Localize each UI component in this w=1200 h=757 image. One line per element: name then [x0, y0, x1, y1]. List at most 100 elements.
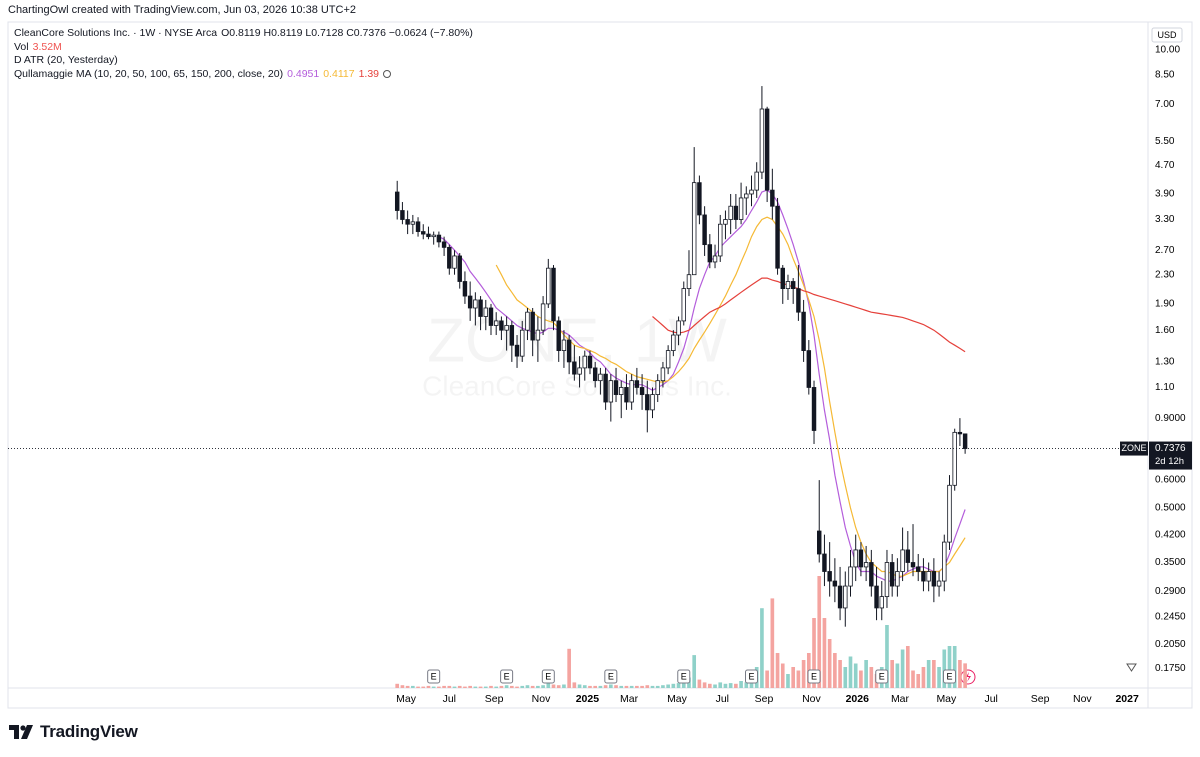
flash-bolt: [966, 672, 971, 682]
volume-bar: [895, 663, 900, 688]
volume-bar: [447, 685, 452, 688]
ma-value: 0.4117: [323, 67, 355, 80]
ma-value: 1.39: [358, 67, 379, 80]
volume-bar: [864, 660, 868, 688]
candle-body: [848, 566, 853, 587]
candle-layer: [394, 86, 968, 627]
volume-bar: [588, 685, 592, 688]
candle-body: [587, 355, 593, 369]
volume-bar: [713, 684, 717, 688]
volume-bar: [551, 684, 556, 688]
volume-bar: [905, 646, 910, 688]
earnings-label: E: [946, 671, 952, 681]
volume-bar: [478, 686, 483, 688]
candle-body: [561, 339, 567, 351]
x-tick-label: Jul: [443, 693, 456, 705]
volume-bar: [963, 663, 967, 688]
candle-body: [718, 223, 723, 257]
candle-body: [707, 244, 713, 263]
volume-bar: [900, 649, 905, 688]
scale-toggle-icon: [1126, 663, 1137, 672]
volume-bar: [812, 618, 816, 688]
volume-bar: [483, 686, 488, 688]
earnings-label: E: [608, 671, 614, 681]
currency-box: [1151, 27, 1183, 43]
candle-body: [655, 380, 660, 395]
ohlc: O0.8119 H0.8119 L0.7128 C0.7376 −0.0624 …: [221, 27, 473, 39]
candle-body: [790, 281, 796, 290]
volume-bar: [572, 682, 577, 688]
candle-body: [686, 274, 692, 290]
candle-body: [671, 334, 676, 351]
x-tick-label: Nov: [532, 693, 551, 705]
volume-bar: [692, 655, 697, 688]
volume-bar: [744, 682, 749, 688]
y-tick-label: 0.9000: [1155, 413, 1186, 424]
volume-bar: [723, 683, 728, 688]
y-tick-label: 7.00: [1155, 99, 1175, 110]
candle-body: [811, 387, 817, 431]
volume-bar: [640, 685, 644, 688]
candle-body: [493, 320, 499, 326]
legend-row: Vol 3.52M: [14, 41, 477, 55]
candle-body: [431, 234, 436, 238]
volume-bar: [411, 685, 415, 688]
candle-body: [504, 325, 509, 331]
volume-bar: [671, 683, 676, 688]
candle-body: [744, 193, 749, 199]
chart-frame: [7, 21, 1193, 709]
x-tick-label: Sep: [485, 693, 504, 705]
candle-body: [592, 367, 598, 382]
volume-bar: [911, 670, 915, 688]
candle-body: [962, 433, 968, 449]
candle-body: [660, 367, 666, 382]
volume-bar: [926, 660, 931, 688]
candle-body: [582, 355, 587, 369]
candle-body: [394, 191, 400, 211]
volume-bar: [796, 670, 801, 688]
y-tick-label: 8.50: [1155, 70, 1175, 81]
y-tick-label: 0.3500: [1155, 557, 1186, 568]
candle-body: [947, 484, 952, 543]
volume-layer: [395, 576, 967, 688]
volume-bar: [426, 685, 431, 688]
volume-bar: [645, 685, 650, 688]
volume-bar: [530, 685, 535, 688]
candle-body: [910, 562, 916, 568]
volume-bar: [952, 646, 957, 688]
candle-body: [629, 380, 634, 403]
candle-body: [780, 267, 785, 290]
volume-bar: [702, 682, 707, 688]
candle-body: [436, 234, 442, 243]
last-price-label: 0.7376: [1155, 443, 1186, 454]
candle-body: [514, 344, 520, 357]
x-tick-label: May: [667, 693, 688, 705]
volume-bar: [958, 660, 962, 688]
volume-bar: [718, 682, 723, 688]
candle-body: [952, 431, 957, 486]
y-tick-label: 10.00: [1155, 45, 1180, 56]
y-tick-label: 3.30: [1155, 214, 1175, 225]
header: ChartingOwl created with TradingView.com…: [8, 4, 357, 16]
y-tick-label: 2.70: [1155, 245, 1175, 256]
vol-label: Vol: [14, 40, 29, 53]
symbol-tag: [1120, 441, 1148, 456]
volume-bar: [734, 683, 738, 688]
candle-body: [645, 394, 650, 411]
volume-bar: [801, 660, 806, 688]
volume-bar: [421, 686, 426, 688]
candle-body: [665, 350, 671, 369]
volume-bar: [431, 686, 436, 688]
currency: USD: [1157, 30, 1177, 40]
volume-bar: [510, 685, 514, 688]
volume-bar: [932, 660, 936, 688]
volume-bar: [473, 686, 478, 688]
candle-body: [639, 387, 645, 395]
candle-body: [942, 541, 947, 582]
candle-body: [462, 281, 468, 297]
candle-body: [499, 320, 504, 331]
candle-body: [853, 549, 858, 568]
x-tick-label: 2027: [1115, 693, 1139, 705]
